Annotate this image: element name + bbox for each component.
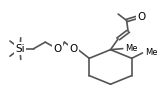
Text: Me: Me [145, 48, 157, 57]
Text: O: O [53, 44, 62, 54]
Text: O: O [69, 44, 78, 54]
Text: O: O [137, 12, 145, 22]
Text: Si: Si [15, 44, 25, 54]
Text: Me: Me [125, 44, 138, 53]
